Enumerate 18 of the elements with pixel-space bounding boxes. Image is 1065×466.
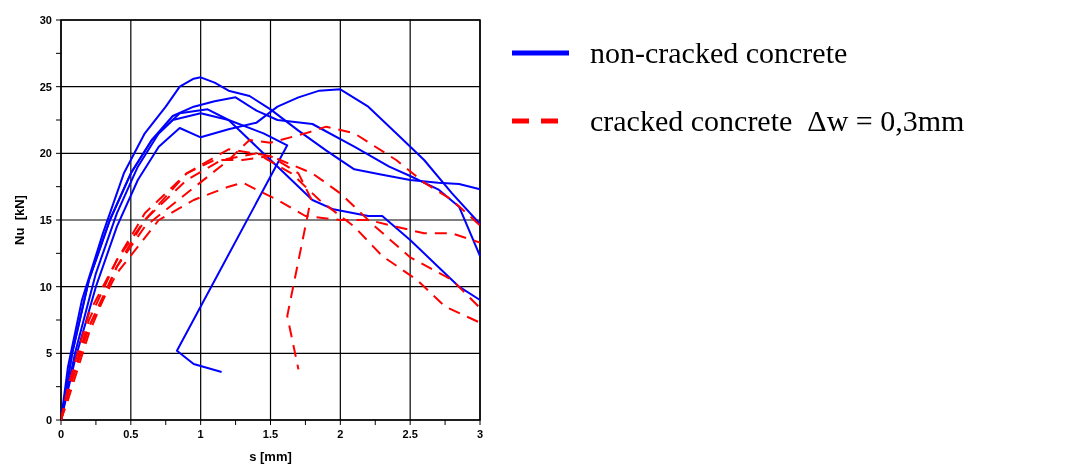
y-tick-label: 25 bbox=[39, 80, 52, 93]
y-tick-label: 0 bbox=[45, 414, 52, 426]
x-tick-label: 0 bbox=[57, 428, 65, 440]
x-tick-label: 1 bbox=[197, 428, 204, 440]
y-tick-label: 10 bbox=[39, 280, 52, 293]
y-tick-label: 30 bbox=[39, 14, 52, 26]
x-tick-label: 2 bbox=[337, 428, 344, 440]
legend-label: non-cracked concrete bbox=[590, 36, 848, 69]
y-axis-title: Nu [kN] bbox=[12, 195, 27, 245]
x-tick-label: 1.5 bbox=[262, 428, 279, 440]
y-tick-label: 20 bbox=[39, 147, 52, 160]
y-tick-label: 5 bbox=[45, 347, 52, 360]
x-tick-label: 0.5 bbox=[123, 428, 139, 440]
x-tick-label: 3 bbox=[476, 428, 484, 440]
legend-label: cracked concrete Δw = 0,3mm bbox=[590, 104, 965, 137]
x-axis-title: s [mm] bbox=[249, 449, 292, 464]
x-tick-label: 2.5 bbox=[402, 428, 418, 440]
y-tick-label: 15 bbox=[39, 214, 52, 226]
